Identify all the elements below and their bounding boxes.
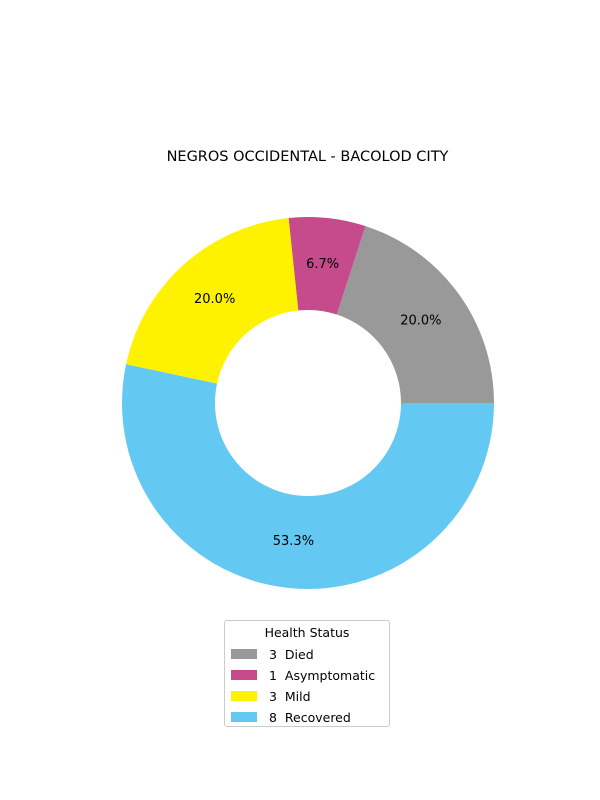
legend-swatch-mild	[231, 691, 257, 701]
legend-swatch-died	[231, 649, 257, 659]
percent-label-recovered: 53.3%	[273, 534, 314, 549]
percent-label-asymptomatic: 6.7%	[306, 257, 339, 272]
chart-title: NEGROS OCCIDENTAL - BACOLOD CITY	[166, 149, 449, 165]
donut-slices	[122, 217, 494, 589]
percent-label-died: 20.0%	[400, 314, 441, 329]
slice-asymptomatic	[288, 217, 366, 315]
slice-recovered	[122, 364, 494, 589]
legend-title: Health Status	[264, 625, 350, 640]
legend-item-asymptomatic: 1 Asymptomatic	[231, 667, 375, 683]
legend-label-died: 3 Died	[269, 646, 314, 662]
percent-label-mild: 20.0%	[194, 292, 235, 307]
slice-mild	[126, 218, 299, 384]
legend: Health Status 3 Died 1 Asymptomatic 3 Mild…	[224, 620, 390, 727]
legend-label-asymptomatic: 1 Asymptomatic	[269, 667, 376, 683]
percent-labels: 20.0% 6.7% 20.0% 53.3%	[194, 257, 442, 549]
legend-label-recovered: 8 Recovered	[269, 709, 351, 725]
legend-label-mild: 3 Mild	[269, 688, 311, 704]
legend-swatch-asymptomatic	[231, 670, 257, 680]
legend-item-mild: 3 Mild	[231, 688, 311, 704]
slice-died	[336, 226, 494, 403]
legend-swatch-recovered	[231, 712, 257, 722]
legend-item-died: 3 Died	[231, 646, 314, 662]
legend-item-recovered: 8 Recovered	[231, 709, 351, 725]
